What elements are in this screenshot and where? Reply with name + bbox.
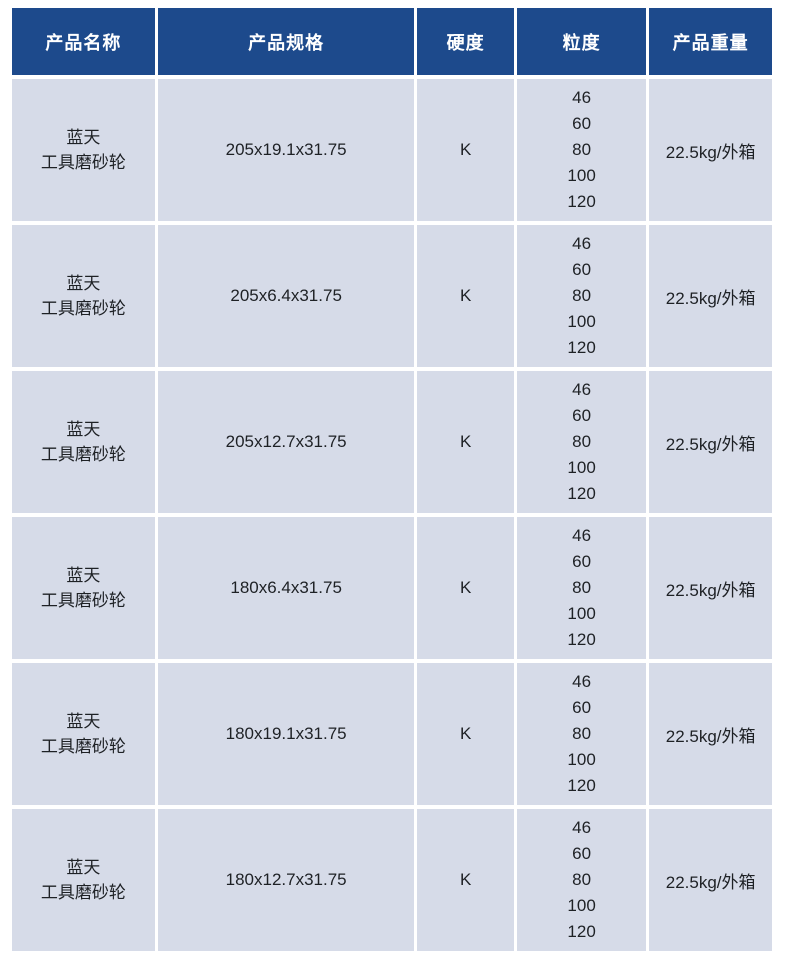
cell-hardness: K [417,517,514,659]
cell-product-weight: 22.5kg/外箱 [649,79,772,221]
cell-hardness: K [417,79,514,221]
column-header-product-name: 产品名称 [12,8,155,75]
cell-product-weight: 22.5kg/外箱 [649,809,772,951]
cell-product-weight: 22.5kg/外箱 [649,663,772,805]
product-spec-table: 产品名称 产品规格 硬度 粒度 产品重量 蓝天 工具磨砂轮 205x19.1x3… [9,4,775,955]
cell-product-weight: 22.5kg/外箱 [649,225,772,367]
cell-grit: 46 60 80 100 120 [516,517,647,659]
table-row: 蓝天 工具磨砂轮 205x6.4x31.75 K 46 60 80 100 12… [12,225,772,367]
column-header-product-spec: 产品规格 [157,8,415,75]
cell-grit: 46 60 80 100 120 [516,809,647,951]
cell-product-name: 蓝天 工具磨砂轮 [12,225,155,367]
cell-grit: 46 60 80 100 120 [516,79,647,221]
cell-hardness: K [417,809,514,951]
table-header: 产品名称 产品规格 硬度 粒度 产品重量 [12,8,772,75]
cell-hardness: K [417,225,514,367]
table-body: 蓝天 工具磨砂轮 205x19.1x31.75 K 46 60 80 100 1… [12,79,772,951]
cell-product-spec: 205x6.4x31.75 [157,225,415,367]
table-row: 蓝天 工具磨砂轮 180x12.7x31.75 K 46 60 80 100 1… [12,809,772,951]
cell-hardness: K [417,663,514,805]
cell-grit: 46 60 80 100 120 [516,371,647,513]
cell-grit: 46 60 80 100 120 [516,663,647,805]
cell-product-spec: 180x19.1x31.75 [157,663,415,805]
cell-product-spec: 205x19.1x31.75 [157,79,415,221]
cell-product-weight: 22.5kg/外箱 [649,517,772,659]
cell-product-spec: 180x12.7x31.75 [157,809,415,951]
cell-product-name: 蓝天 工具磨砂轮 [12,809,155,951]
table-row: 蓝天 工具磨砂轮 205x12.7x31.75 K 46 60 80 100 1… [12,371,772,513]
cell-product-name: 蓝天 工具磨砂轮 [12,371,155,513]
cell-hardness: K [417,371,514,513]
cell-product-spec: 180x6.4x31.75 [157,517,415,659]
cell-product-weight: 22.5kg/外箱 [649,371,772,513]
column-header-hardness: 硬度 [417,8,514,75]
table-row: 蓝天 工具磨砂轮 180x6.4x31.75 K 46 60 80 100 12… [12,517,772,659]
cell-product-name: 蓝天 工具磨砂轮 [12,79,155,221]
header-row: 产品名称 产品规格 硬度 粒度 产品重量 [12,8,772,75]
cell-product-name: 蓝天 工具磨砂轮 [12,517,155,659]
column-header-product-weight: 产品重量 [649,8,772,75]
column-header-grit: 粒度 [516,8,647,75]
table-row: 蓝天 工具磨砂轮 205x19.1x31.75 K 46 60 80 100 1… [12,79,772,221]
cell-grit: 46 60 80 100 120 [516,225,647,367]
cell-product-name: 蓝天 工具磨砂轮 [12,663,155,805]
cell-product-spec: 205x12.7x31.75 [157,371,415,513]
table-row: 蓝天 工具磨砂轮 180x19.1x31.75 K 46 60 80 100 1… [12,663,772,805]
